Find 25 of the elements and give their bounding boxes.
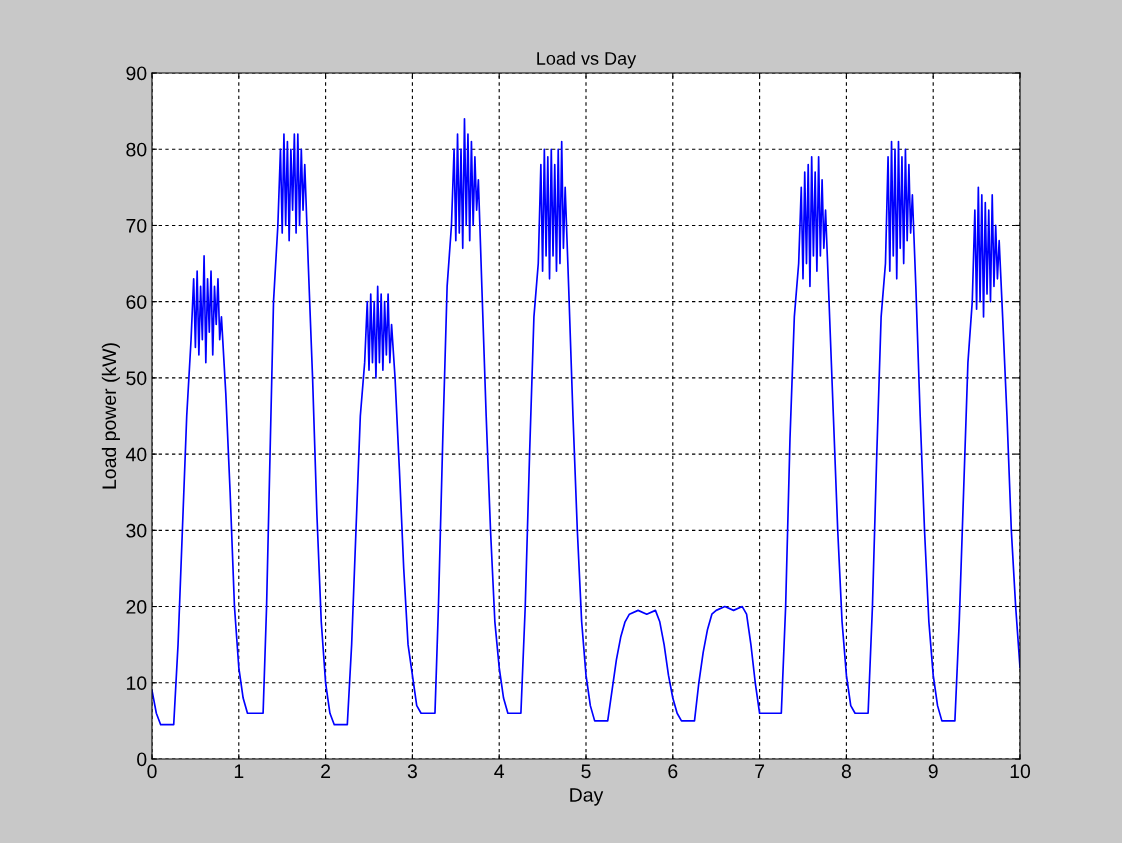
- x-tick-label: 8: [841, 764, 851, 779]
- line-series: [152, 117, 1020, 726]
- x-tick-label: 3: [407, 764, 417, 779]
- chart-title: Load vs Day: [537, 51, 637, 69]
- x-tick-label: 2: [321, 764, 331, 778]
- x-tick-label: 10: [1010, 764, 1031, 779]
- y-tick-label: 50: [126, 371, 147, 386]
- y-tick-label: 80: [126, 142, 147, 157]
- y-tick-label: 60: [126, 295, 147, 309]
- x-tick-label: 6: [668, 764, 678, 779]
- x-axis-title: Day: [570, 788, 604, 806]
- y-tick-label: 70: [126, 218, 147, 233]
- x-tick-label: 9: [928, 764, 938, 779]
- y-tick-label: 90: [126, 66, 147, 81]
- x-tick-label: 4: [494, 764, 505, 778]
- x-tick-label: 7: [755, 764, 765, 778]
- y-tick-label: 0: [137, 752, 147, 767]
- y-tick-label: 40: [125, 447, 147, 462]
- y-tick-label: 30: [126, 523, 147, 538]
- y-tick-label: 10: [127, 676, 147, 691]
- x-tick-label: 1: [234, 764, 244, 778]
- y-axis-title: Load power (kW): [101, 343, 120, 489]
- x-tick-label: 0: [147, 764, 157, 779]
- x-tick-label: 5: [581, 764, 591, 779]
- y-tick-label: 20: [126, 600, 147, 614]
